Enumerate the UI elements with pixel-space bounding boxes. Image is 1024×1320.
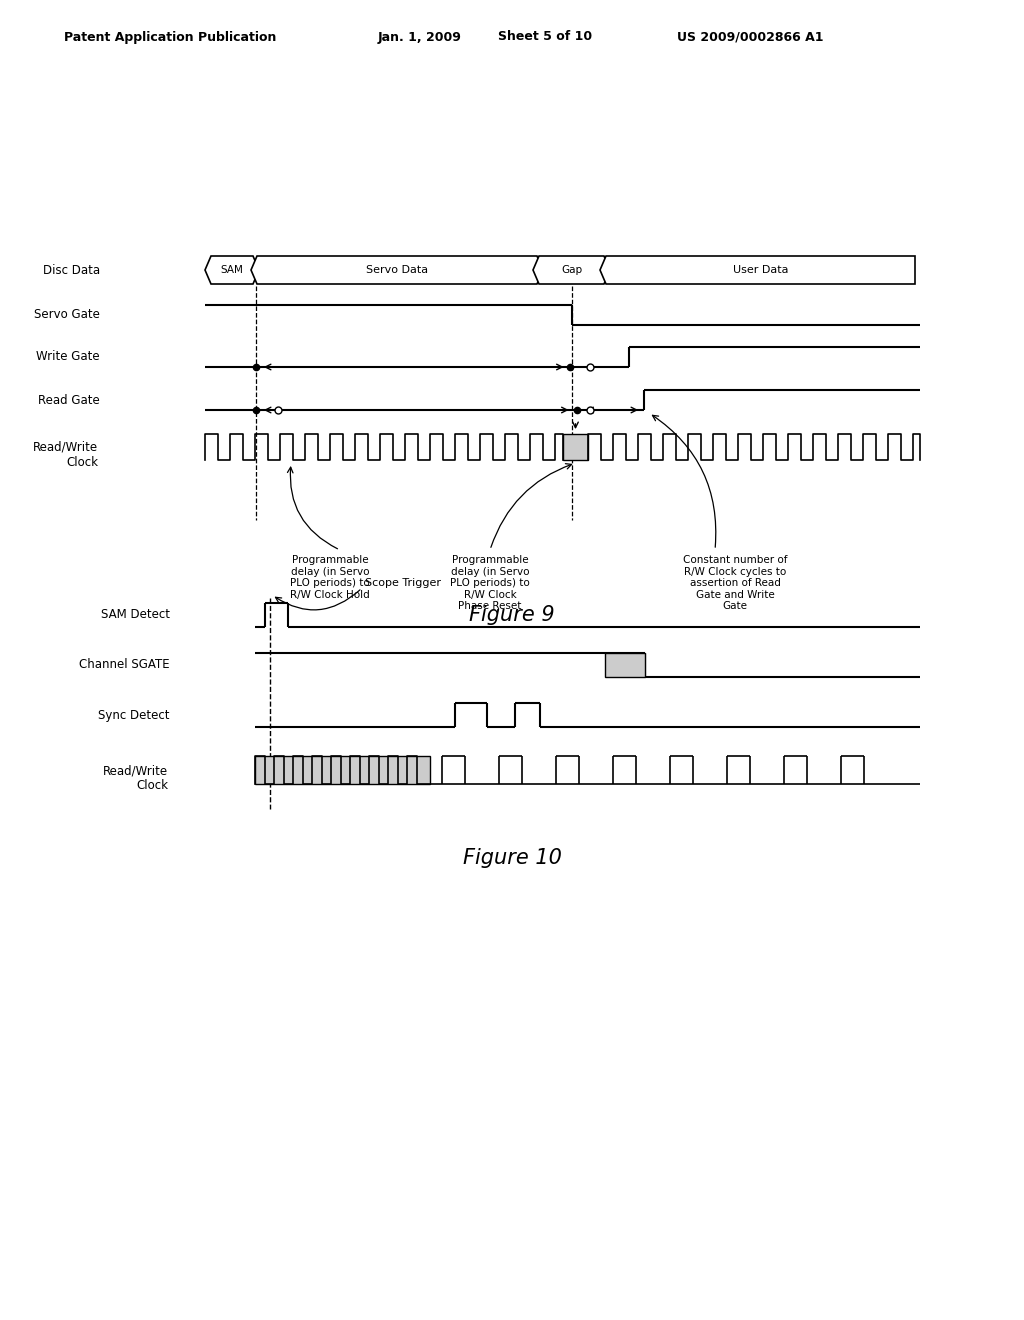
Text: SAM: SAM (220, 265, 244, 275)
Polygon shape (600, 256, 915, 284)
Polygon shape (251, 256, 543, 284)
Text: US 2009/0002866 A1: US 2009/0002866 A1 (677, 30, 823, 44)
Bar (605, 653, 645, 677)
Polygon shape (205, 256, 259, 284)
Text: Programmable
delay (in Servo
PLO periods) to
R/W Clock
Phase Reset: Programmable delay (in Servo PLO periods… (451, 554, 529, 611)
Bar (563, 434, 588, 459)
Text: Servo Data: Servo Data (366, 265, 428, 275)
Text: User Data: User Data (733, 265, 788, 275)
Text: Servo Gate: Servo Gate (34, 309, 100, 322)
Text: Figure 9: Figure 9 (469, 605, 555, 624)
Text: Disc Data: Disc Data (43, 264, 100, 276)
Text: Scope Trigger: Scope Trigger (365, 578, 441, 587)
Text: Constant number of
R/W Clock cycles to
assertion of Read
Gate and Write
Gate: Constant number of R/W Clock cycles to a… (683, 554, 787, 611)
Text: Sync Detect: Sync Detect (98, 709, 170, 722)
Text: Read/Write
Clock: Read/Write Clock (33, 441, 98, 469)
Text: Sheet 5 of 10: Sheet 5 of 10 (498, 30, 592, 44)
Text: Channel SGATE: Channel SGATE (80, 659, 170, 672)
Text: Gap: Gap (561, 265, 582, 275)
Text: Programmable
delay (in Servo
PLO periods) to
R/W Clock Hold: Programmable delay (in Servo PLO periods… (290, 554, 370, 599)
Text: Figure 10: Figure 10 (463, 847, 561, 869)
Text: SAM Detect: SAM Detect (101, 609, 170, 622)
Polygon shape (534, 256, 610, 284)
Text: Read/Write
Clock: Read/Write Clock (102, 764, 168, 792)
Text: Write Gate: Write Gate (37, 351, 100, 363)
Text: Patent Application Publication: Patent Application Publication (63, 30, 276, 44)
Bar (255, 756, 430, 784)
Text: Read Gate: Read Gate (38, 393, 100, 407)
Text: Jan. 1, 2009: Jan. 1, 2009 (378, 30, 462, 44)
